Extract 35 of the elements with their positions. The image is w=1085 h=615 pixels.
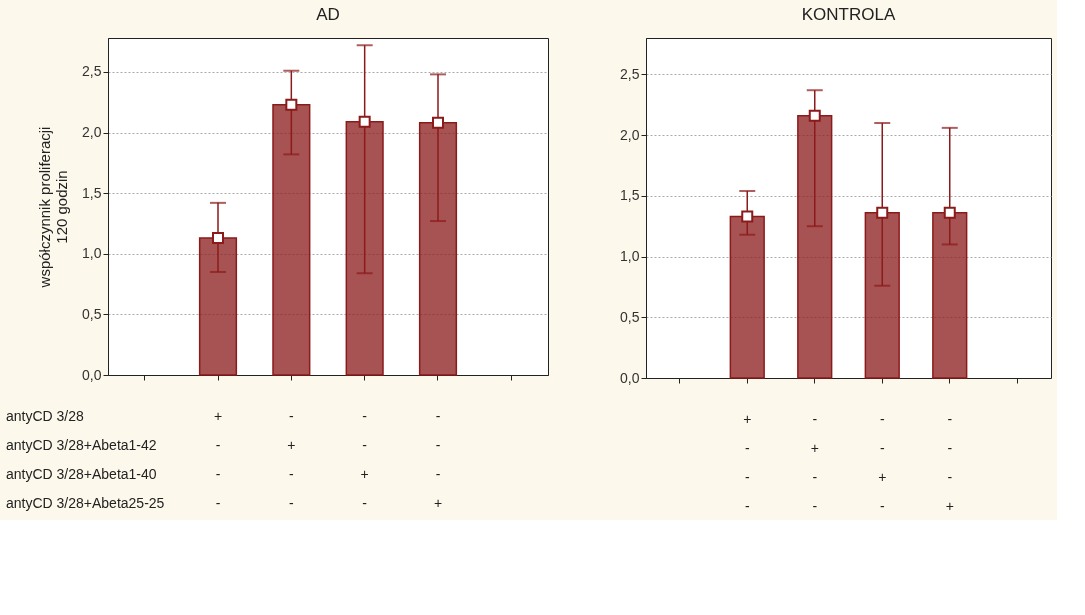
y-tick-label: 2,0 [82,124,102,141]
y-tick-label: 2,0 [620,126,640,143]
y-tick-label: 1,0 [620,248,640,265]
y-tick-label: 0,5 [620,308,640,325]
text: antyCD 3/28+Abeta1-42 [6,437,157,453]
text: antyCD 3/28+Abeta1-40 [6,466,157,482]
chart-title: AD [316,5,340,24]
y-tick-label: 1,0 [82,245,102,262]
y-tick-label: 2,5 [620,65,640,82]
chart-title: KONTROLA [801,5,896,24]
x-tick-label: - - - + [945,411,954,514]
x-tick-label: - + - - [810,411,819,514]
y-axis-title: współczynnik proliferacji 120 godzin [36,126,71,289]
point [432,116,444,129]
y-tick-label: 1,5 [82,184,102,201]
point [358,115,371,128]
point [943,206,956,219]
x-tick-label: - - + - [878,411,887,514]
y-tick-label: 0,5 [82,305,102,322]
y-tick-label: 1,5 [620,187,640,204]
point [212,232,224,245]
point [808,109,821,122]
x-tick-label: - - + - [360,408,369,511]
y-tick-label: 0,0 [620,369,640,386]
x-tick-label: - - - + [433,408,443,511]
x-tick-label: + - - - [743,411,752,514]
text: antyCD 3/28 [6,408,85,424]
x-tick-label: - + - - [287,408,296,511]
point [741,210,754,223]
text: antyCD 3/28+Abeta25-25 [6,495,165,511]
point [285,98,298,111]
y-tick-label: 2,5 [82,63,102,80]
point [876,206,889,219]
y-tick-label: 0,0 [82,366,102,383]
x-tick-label: + - - - [213,408,223,511]
